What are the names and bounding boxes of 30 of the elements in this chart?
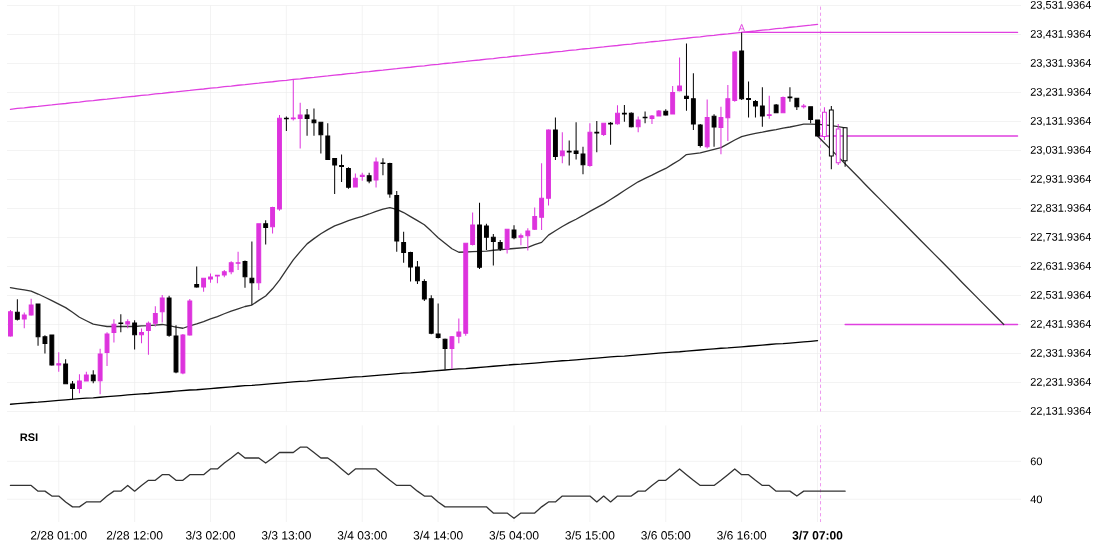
y-tick-label: 23,331.9364 xyxy=(1030,58,1092,69)
x-tick-label: 3/6 16:00 xyxy=(717,530,767,540)
x-tick-label: 3/4 03:00 xyxy=(337,530,387,540)
y-tick-label: 23,031.9364 xyxy=(1030,145,1092,156)
y-tick-label: 22,931.9364 xyxy=(1030,174,1092,185)
x-tick-label: 3/5 15:00 xyxy=(565,530,615,540)
y-tick-label: 22,531.9364 xyxy=(1030,290,1092,301)
y-tick-label: 22,731.9364 xyxy=(1030,232,1092,243)
x-tick-label: 3/4 14:00 xyxy=(413,530,463,540)
y-tick-label: 22,831.9364 xyxy=(1030,203,1092,214)
text: RSI xyxy=(20,433,38,442)
x-tick-label: 3/3 13:00 xyxy=(261,530,311,540)
y-tick-label: 40 xyxy=(1030,495,1043,504)
x-tick-label: 3/5 04:00 xyxy=(489,530,539,540)
x-tick-label: 3/6 05:00 xyxy=(641,530,691,540)
y-tick-label: 22,331.9364 xyxy=(1030,348,1092,359)
y-tick-label: 22,631.9364 xyxy=(1030,261,1092,272)
y-tick-label: 22,231.9364 xyxy=(1030,377,1092,388)
y-tick-label: 23,231.9364 xyxy=(1030,87,1092,98)
y-tick-label: 22,131.9364 xyxy=(1030,406,1092,417)
x-tick-label: 2/28 12:00 xyxy=(106,530,163,540)
x-tick-label: 3/7 07:00 xyxy=(792,530,843,540)
y-tick-label: 22,431.9364 xyxy=(1030,319,1092,330)
y-tick-label: 60 xyxy=(1030,457,1043,466)
y-tick-label: 23,531.9364 xyxy=(1030,0,1092,11)
annotation: A xyxy=(738,24,745,32)
y-tick-label: 23,131.9364 xyxy=(1030,116,1092,127)
y-tick-label: 23,431.9364 xyxy=(1030,29,1092,40)
x-tick-label: 2/28 01:00 xyxy=(30,530,87,540)
x-tick-label: 3/3 02:00 xyxy=(185,530,236,540)
